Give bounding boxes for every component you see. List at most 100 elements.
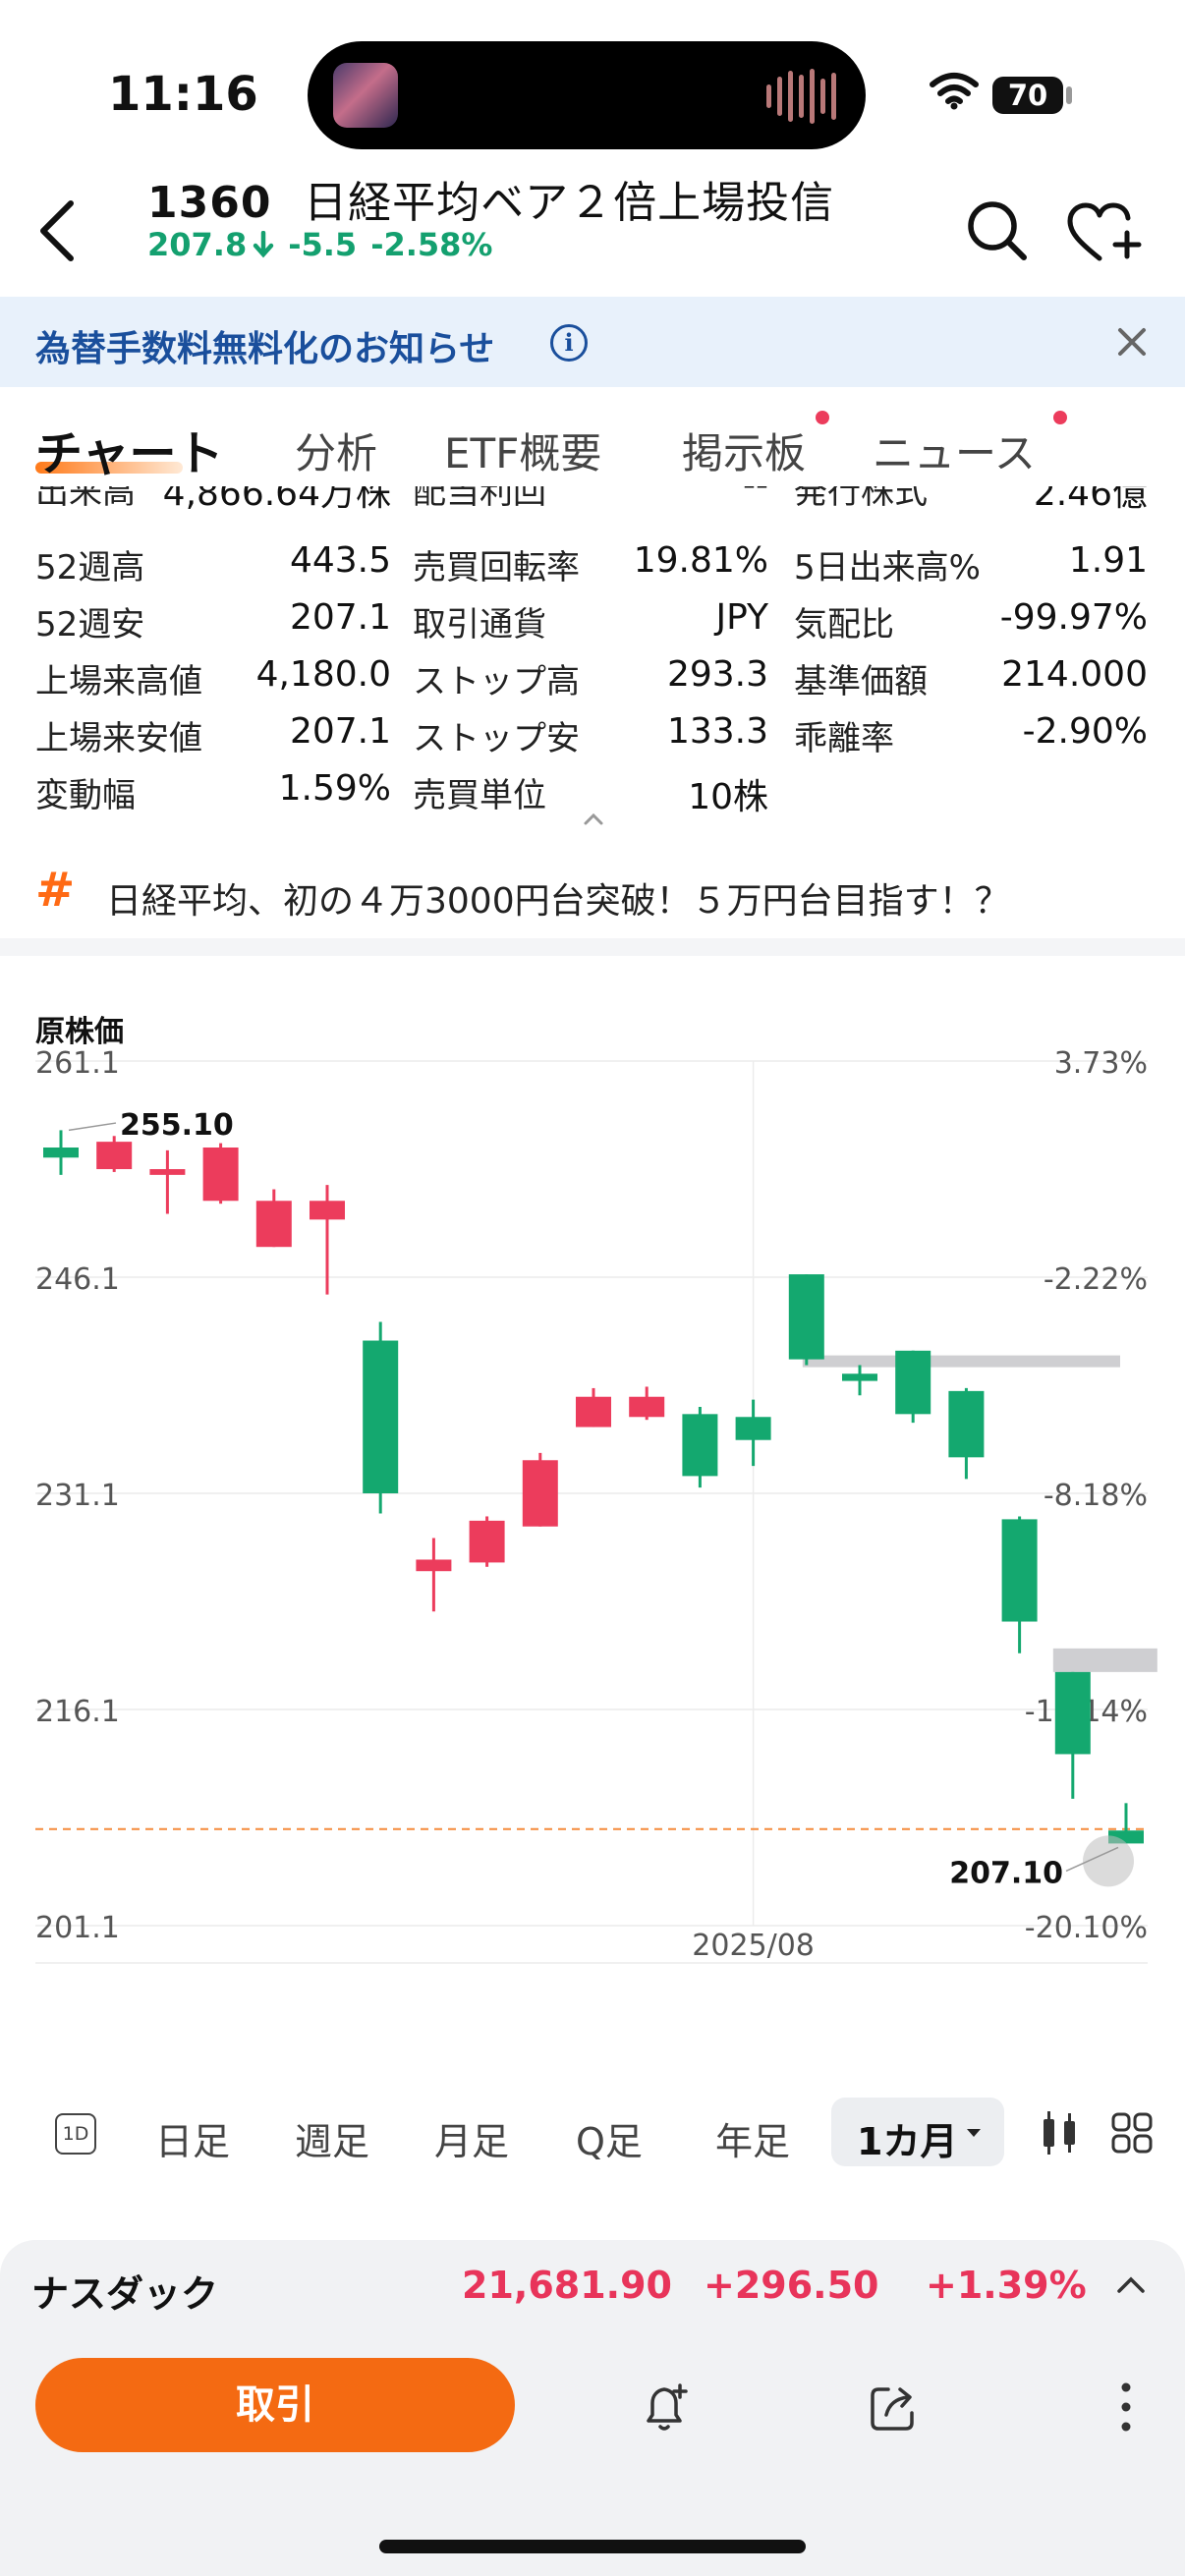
candle-body [96, 1142, 133, 1169]
tab-news[interactable]: ニュース [873, 429, 1036, 477]
candlestick-chart[interactable]: 261.13.73%246.1-2.22%231.1-8.18%216.1-14… [0, 1041, 1185, 1985]
tab-bar: チャート 分析 ETF概要 掲示板 ニュース [0, 401, 1185, 481]
more-menu-icon[interactable] [1097, 2378, 1156, 2436]
stat-value: -2.90% [1022, 711, 1148, 752]
stat-label: 変動幅 [35, 776, 136, 815]
close-icon[interactable] [1112, 322, 1152, 362]
timeframe-quarterly[interactable]: Q足 [576, 2120, 643, 2163]
pct-tick-label: -2.22% [1044, 1262, 1148, 1297]
candle-body [948, 1390, 985, 1458]
stat-value: JPY [715, 597, 768, 638]
candle-body [629, 1396, 665, 1418]
candlestick-type-icon[interactable] [1040, 2109, 1079, 2156]
max-price-label: 255.10 [120, 1108, 234, 1143]
dynamic-island[interactable] [308, 41, 866, 149]
battery-cap [1066, 86, 1072, 104]
intraday-1d-button[interactable]: 1D [55, 2113, 96, 2155]
candle-body [522, 1460, 558, 1527]
info-icon[interactable]: i [550, 324, 588, 362]
stat-value: 10株 [688, 777, 768, 817]
candle-body [310, 1201, 345, 1220]
candle-body [149, 1169, 186, 1175]
stat-label: 上場来安値 [35, 719, 202, 758]
index-name: ナスダック [31, 2272, 219, 2316]
action-bar: 取引 [0, 2338, 1185, 2576]
now-playing-artwork [333, 63, 398, 128]
grid-layout-icon[interactable] [1110, 2111, 1154, 2155]
stat-value: 2.46億 [1033, 486, 1148, 514]
stat-label: 売買単位 [413, 776, 546, 815]
chart-title: 原株価 [35, 1015, 124, 1049]
tab-board[interactable]: 掲示板 [682, 429, 807, 477]
index-change-pct: +1.39% [926, 2264, 1087, 2307]
price-alert-icon[interactable] [637, 2378, 696, 2436]
y-tick-label: 261.1 [35, 1046, 120, 1081]
index-value: 21,681.90 [462, 2264, 672, 2307]
min-price-label: 207.10 [949, 1856, 1063, 1890]
tab-chart[interactable]: チャート [35, 426, 224, 481]
stat-value: 1.59% [278, 768, 391, 809]
stock-code: 1360 [147, 178, 272, 228]
candle-body [682, 1414, 718, 1477]
timeframe-weekly[interactable]: 週足 [295, 2120, 370, 2163]
tab-analysis[interactable]: 分析 [295, 429, 378, 477]
banner-text: 為替手数料無料化のお知らせ [35, 329, 495, 369]
stat-label: 基準価額 [794, 662, 928, 701]
topic-link[interactable]: # 日経平均、初の４万3000円台突破！５万円台目指す！？ [0, 855, 1185, 933]
search-icon[interactable] [963, 196, 1032, 265]
hashtag-icon: # [35, 863, 76, 918]
candle-body [788, 1274, 824, 1360]
candle-body [576, 1396, 611, 1428]
price-change-pct: -2.58% [370, 226, 493, 263]
stock-title: 1360 日経平均ベア２倍上場投信 [147, 167, 834, 230]
stat-label: 配当利回 [413, 486, 546, 512]
tab-board-badge [816, 411, 829, 424]
crosshair-handle [1083, 1835, 1134, 1887]
min-label-leader [1065, 1846, 1119, 1873]
stat-label: 出来高 [35, 486, 136, 512]
price-change: -5.5 [288, 226, 358, 263]
index-change: +296.50 [704, 2264, 879, 2307]
stat-label: 気配比 [794, 605, 894, 644]
stat-value: 214.000 [1001, 654, 1148, 695]
battery-indicator: 70 [992, 77, 1063, 114]
chevron-up-icon[interactable] [1115, 2275, 1147, 2295]
stat-label: 上場来高値 [35, 662, 202, 701]
candle-body [43, 1148, 79, 1158]
gap-band [1052, 1648, 1157, 1672]
max-label-leader [68, 1122, 117, 1132]
current-price: 207.8 [147, 226, 248, 263]
trade-button[interactable]: 取引 [35, 2358, 515, 2452]
status-time: 11:16 [108, 67, 258, 122]
home-indicator [379, 2540, 806, 2553]
stat-value: 4,180.0 [255, 654, 391, 695]
tab-etf-overview[interactable]: ETF概要 [444, 429, 602, 477]
gap-band [802, 1355, 1120, 1368]
timeframe-daily[interactable]: 日足 [155, 2120, 231, 2163]
share-icon[interactable] [865, 2378, 924, 2436]
stat-value: -99.97% [999, 597, 1148, 638]
back-button[interactable] [28, 192, 86, 270]
stat-label: 52週安 [35, 605, 145, 644]
stat-label: 乖離率 [794, 719, 894, 758]
candle-body [363, 1340, 399, 1493]
add-favorite-icon[interactable] [1066, 199, 1145, 268]
timeframe-monthly[interactable]: 月足 [434, 2120, 510, 2163]
stat-value: 4,866.64万株 [162, 486, 391, 514]
stat-value: 1.91 [1068, 540, 1148, 581]
wifi-icon [930, 73, 979, 110]
timeframe-yearly[interactable]: 年足 [715, 2120, 791, 2163]
stat-value: 207.1 [289, 597, 391, 638]
candle-body [416, 1559, 452, 1572]
stat-label: 取引通貨 [413, 605, 546, 644]
audio-waveform-icon [766, 69, 836, 124]
stock-price-line: 207.8 -5.5 -2.58% [147, 226, 492, 263]
stat-label: ストップ高 [413, 662, 580, 701]
notice-banner[interactable]: 為替手数料無料化のお知らせ i [0, 297, 1185, 387]
timeframe-selector: 1D 日足 週足 月足 Q足 年足 1カ月 [0, 2098, 1185, 2172]
collapse-caret-icon[interactable] [580, 811, 607, 828]
stat-label: 売買回転率 [413, 548, 580, 588]
tab-news-badge [1053, 411, 1067, 424]
candle-body [842, 1373, 877, 1381]
period-dropdown[interactable]: 1カ月 [831, 2098, 1004, 2166]
